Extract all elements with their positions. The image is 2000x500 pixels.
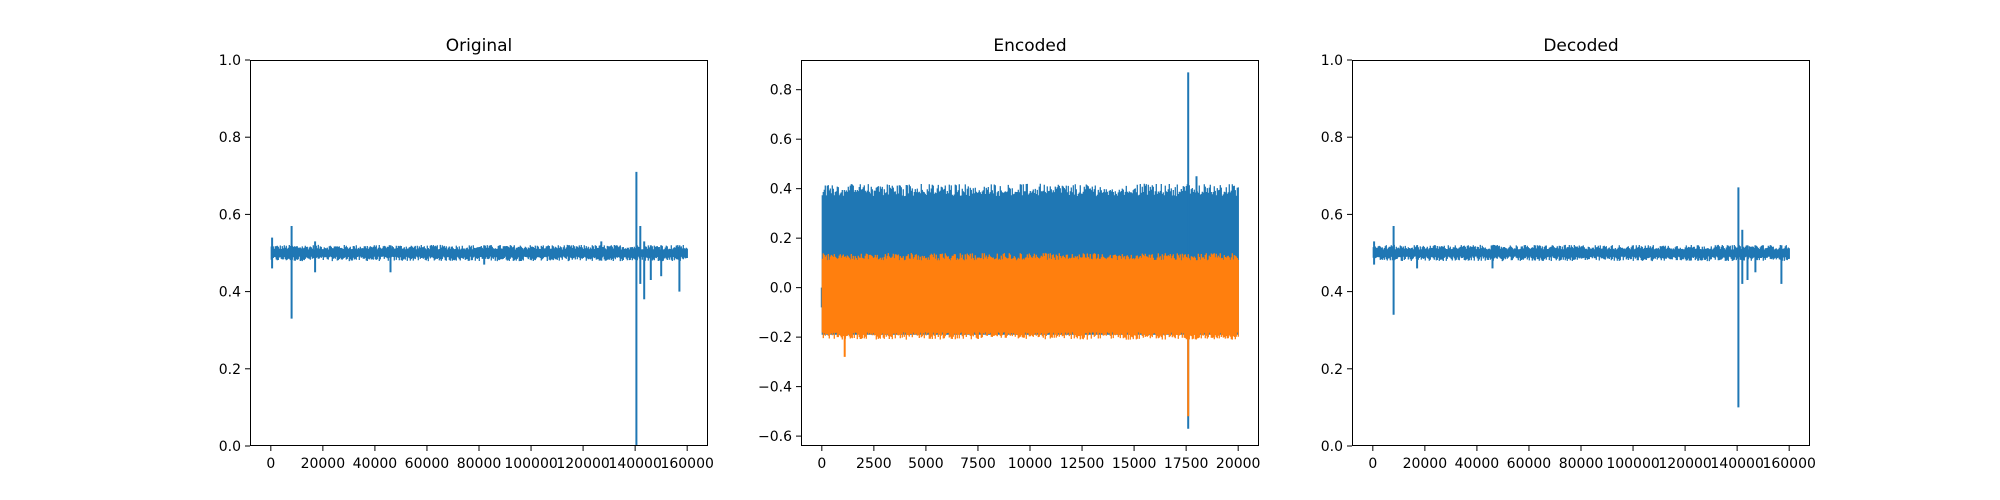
x-tick-label: 0 (1368, 456, 1377, 472)
y-tick-label: 0.6 (219, 207, 241, 223)
series-line-0 (1372, 187, 1790, 408)
series-line-0 (270, 171, 688, 446)
plot-area (820, 72, 1239, 429)
x-tick-label: 100000 (504, 456, 557, 472)
y-tick-label: 0.6 (770, 132, 792, 148)
x-tick-label: 160000 (660, 456, 713, 472)
x-tick-label: 120000 (1658, 456, 1711, 472)
x-tick-label: 20000 (1403, 456, 1448, 472)
y-tick-label: 0.4 (1321, 285, 1343, 301)
y-tick-label: −0.4 (758, 380, 792, 396)
plot-area (270, 171, 688, 446)
x-tick-label: 20000 (301, 456, 346, 472)
y-tick-label: 1.0 (1321, 53, 1343, 69)
x-tick-label: 60000 (405, 456, 450, 472)
x-tick-label: 10000 (1008, 456, 1053, 472)
x-tick-label: 160000 (1762, 456, 1815, 472)
x-tick-label: 0 (817, 456, 826, 472)
y-tick-label: 0.0 (770, 281, 792, 297)
x-tick-label: 15000 (1112, 456, 1157, 472)
y-tick-label: 0.8 (1321, 130, 1343, 146)
x-tick-label: 2500 (856, 456, 892, 472)
series-line-1 (821, 253, 1239, 417)
series-body (821, 253, 1239, 340)
axes-frame (1352, 60, 1810, 446)
x-tick-label: 0 (266, 456, 275, 472)
y-tick-label: 0.2 (1321, 362, 1343, 378)
y-tick-label: 0.2 (219, 362, 241, 378)
y-tick-label: 1.0 (219, 53, 241, 69)
y-tick-label: 0.0 (219, 439, 241, 455)
x-tick-label: 140000 (1710, 456, 1763, 472)
x-tick-label: 7500 (960, 456, 996, 472)
x-tick-label: 40000 (1455, 456, 1500, 472)
axes-frame (250, 60, 708, 446)
subplot-decoded: Decoded 0 20000 40000 60000 80000 100000120000… (1321, 36, 1816, 472)
subplot-encoded: Encoded 0 2500 5000 7500 10000 12500 15000 17500… (758, 36, 1260, 472)
x-tick-label: 40000 (353, 456, 398, 472)
x-tick-label: 5000 (908, 456, 944, 472)
chart-title: Original (446, 36, 513, 56)
x-tick-label: 100000 (1606, 456, 1659, 472)
plot-area (1372, 187, 1790, 408)
x-tick-label: 20000 (1216, 456, 1261, 472)
y-tick-label: −0.6 (758, 429, 792, 445)
chart-title: Encoded (993, 36, 1066, 56)
x-tick-label: 80000 (1559, 456, 1604, 472)
x-tick-label: 120000 (556, 456, 609, 472)
y-tick-label: 0.8 (219, 130, 241, 146)
y-tick-label: 0.4 (219, 285, 241, 301)
y-tick-label: 0.0 (1321, 439, 1343, 455)
subplot-original: Original 0 20000 40000 60000 80000 10000012000… (219, 36, 714, 472)
y-tick-label: 0.2 (770, 231, 792, 247)
x-tick-label: 12500 (1060, 456, 1105, 472)
x-tick-label: 140000 (608, 456, 661, 472)
y-tick-label: −0.2 (758, 330, 792, 346)
chart-title: Decoded (1543, 36, 1618, 56)
y-tick-label: 0.6 (1321, 207, 1343, 223)
axes-frame (801, 60, 1259, 446)
x-tick-label: 60000 (1507, 456, 1552, 472)
x-tick-label: 80000 (457, 456, 502, 472)
y-tick-label: 0.8 (770, 83, 792, 99)
x-tick-label: 17500 (1164, 456, 1209, 472)
y-tick-label: 0.4 (770, 182, 792, 198)
